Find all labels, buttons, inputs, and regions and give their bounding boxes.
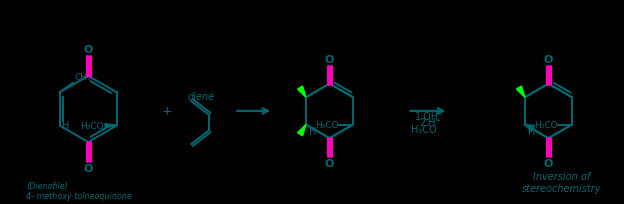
Text: O: O: [84, 164, 93, 174]
Text: diene: diene: [188, 92, 215, 102]
Polygon shape: [298, 125, 306, 136]
Polygon shape: [105, 124, 117, 128]
Text: CH₃: CH₃: [74, 72, 90, 81]
Text: H: H: [528, 127, 535, 137]
Text: H₃CO: H₃CO: [315, 120, 338, 129]
Text: O: O: [544, 55, 553, 65]
Text: +: +: [162, 105, 172, 118]
Text: 2.H⁺: 2.H⁺: [419, 118, 441, 128]
Text: H₃CO: H₃CO: [80, 121, 104, 130]
Text: H₃CO: H₃CO: [411, 125, 437, 135]
Text: Inversion of
stereochemistry: Inversion of stereochemistry: [522, 171, 602, 193]
Text: O: O: [325, 55, 334, 65]
Text: O: O: [544, 158, 553, 168]
Text: O: O: [84, 45, 93, 55]
Text: H: H: [309, 127, 316, 137]
Text: 1.OH⁻: 1.OH⁻: [415, 111, 444, 121]
Text: H₃CO: H₃CO: [534, 120, 557, 129]
Polygon shape: [517, 87, 525, 98]
Text: O: O: [325, 158, 334, 168]
Text: H: H: [62, 121, 70, 131]
Polygon shape: [298, 87, 306, 98]
Text: (Dienofile)
4- methoxy tolneoquinone: (Dienofile) 4- methoxy tolneoquinone: [26, 181, 132, 200]
